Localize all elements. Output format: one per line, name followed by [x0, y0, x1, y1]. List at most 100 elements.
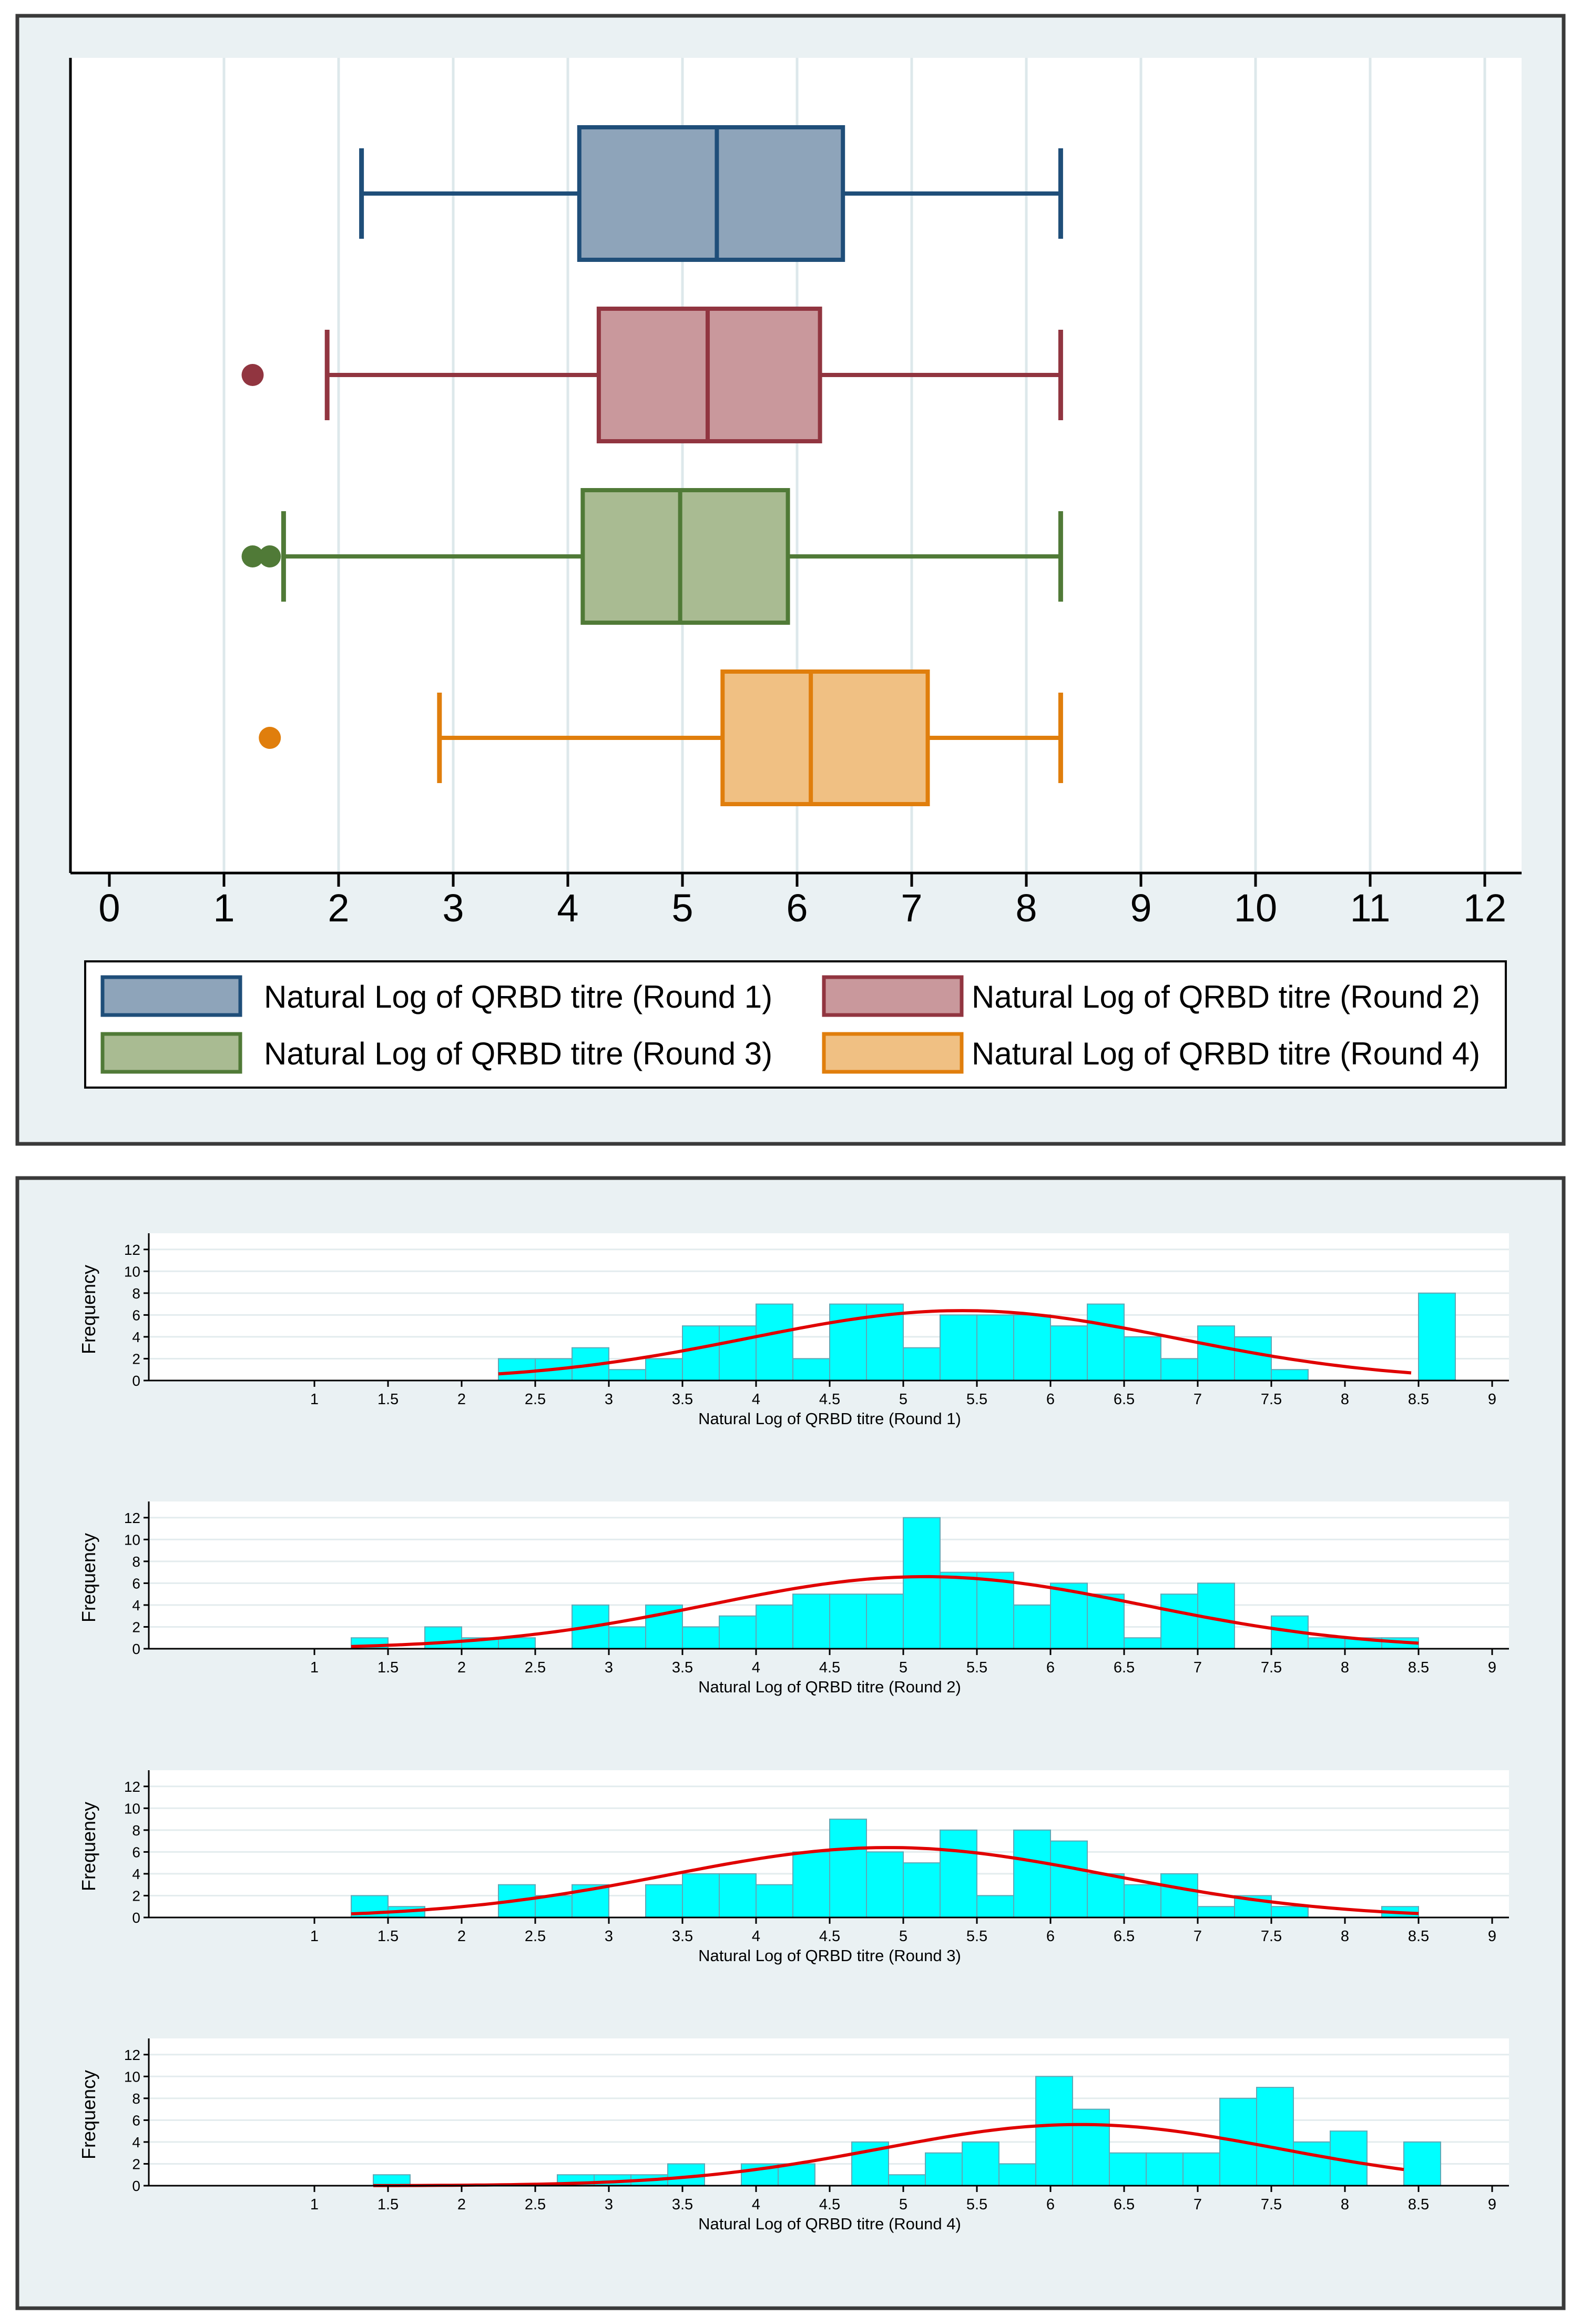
x-tick-label-4.5: 4.5 [819, 1659, 840, 1676]
histogram-bar [682, 1626, 720, 1649]
outlier-point [259, 545, 281, 567]
x-tick-label-9: 9 [1488, 1928, 1496, 1945]
legend-label-round-2: Natural Log of QRBD titre (Round 2) [972, 979, 1480, 1014]
x-tick-label-4.5: 4.5 [819, 1928, 840, 1945]
histogram-bar [608, 1369, 646, 1381]
box-series-round-3 [241, 488, 1063, 625]
x-tick-label-6.5: 6.5 [1114, 1928, 1135, 1945]
x-tick-label-5: 5 [899, 1928, 907, 1945]
histogram-bar [1072, 2108, 1110, 2187]
legend-label-round-4: Natural Log of QRBD titre (Round 4) [972, 1036, 1480, 1071]
iqr-box [720, 669, 930, 806]
y-tick-label-8: 8 [132, 1285, 140, 1302]
x-axis-title: Natural Log of QRBD titre (Round 1) [698, 1409, 961, 1428]
x-tick-label-1.5: 1.5 [378, 1391, 399, 1408]
x-tick-label-7: 7 [1194, 1659, 1202, 1676]
histogram-bar [829, 1819, 867, 1918]
x-tick-label-1.5: 1.5 [378, 1659, 399, 1676]
x-tick-label-8: 8 [1341, 1659, 1349, 1676]
y-tick-label-8: 8 [132, 2090, 140, 2107]
histogram-bar [1146, 2152, 1184, 2187]
x-tick-label-1.5: 1.5 [378, 1928, 399, 1945]
x-tick-label-2: 2 [457, 1659, 466, 1676]
iqr-box [577, 125, 845, 262]
histogram-bar [940, 1571, 977, 1650]
box-series-round-1 [359, 125, 1063, 262]
normal-density-curve [351, 1846, 1419, 1916]
x-tick-label-1: 1 [213, 886, 234, 930]
x-tick-label-2.5: 2.5 [525, 1659, 546, 1676]
legend-frame [84, 960, 1507, 1089]
x-tick-label-6.5: 6.5 [1114, 2196, 1135, 2213]
x-tick-label-4: 4 [752, 1928, 760, 1945]
histogram-bar [792, 1358, 830, 1381]
y-tick-label-0: 0 [132, 1641, 140, 1657]
histogram-bar [1403, 2141, 1441, 2187]
x-tick-label-3.5: 3.5 [672, 2196, 693, 2213]
histogram-bar [1087, 1594, 1125, 1649]
histogram-bar [976, 1571, 1014, 1650]
histogram-bar [645, 1358, 683, 1381]
histogram-bar [756, 1884, 793, 1919]
histogram-bar [792, 1594, 830, 1649]
y-tick-label-0: 0 [132, 2178, 140, 2194]
x-tick-label-8.5: 8.5 [1408, 1928, 1429, 1945]
y-axis-title: Frequency [78, 1533, 99, 1622]
histogram-bar [1271, 1906, 1309, 1918]
x-tick-label-8.5: 8.5 [1408, 1659, 1429, 1676]
normal-density-curve [373, 2123, 1404, 2187]
x-tick-label-5.5: 5.5 [966, 1928, 987, 1945]
histogram-round-2: 0 2 4 6 8 10 12 1 1.5 2 2.5 3 3.5 4 4.5 5 5.5 6 6.5 7 7.5 8 8.… [78, 1501, 1509, 1696]
histogram-bar [1293, 2141, 1331, 2187]
histogram-bar [608, 1626, 646, 1649]
x-tick-label-10: 10 [1234, 886, 1277, 930]
histogram-bar [1124, 1336, 1161, 1382]
histogram-bar [1013, 1829, 1051, 1919]
histogram-bar [1087, 1303, 1125, 1382]
x-tick-label-8: 8 [1341, 2196, 1349, 2213]
y-tick-label-4: 4 [132, 1329, 140, 1345]
histogram-bar [1013, 1314, 1051, 1381]
y-tick-label-12: 12 [124, 1242, 140, 1258]
x-tick-label-7.5: 7.5 [1261, 1928, 1282, 1945]
outlier-point [241, 364, 264, 386]
histogram-bar [866, 1851, 904, 1918]
x-tick-label-8.5: 8.5 [1408, 1391, 1429, 1408]
y-axis-title: Frequency [78, 2070, 99, 2159]
x-tick-label-7: 7 [901, 886, 922, 930]
y-tick-label-10: 10 [124, 1531, 140, 1548]
legend-label-round-1: Natural Log of QRBD titre (Round 1) [264, 979, 772, 1014]
x-tick-label-1: 1 [310, 2196, 319, 2213]
histogram-bar [682, 1325, 720, 1381]
y-tick-label-2: 2 [132, 2156, 140, 2172]
x-tick-label-2.5: 2.5 [525, 2196, 546, 2213]
histogram-bar [1013, 1604, 1051, 1650]
histogram-bar [1109, 2152, 1147, 2187]
y-tick-label-12: 12 [124, 1510, 140, 1526]
histogram-bar [1124, 1884, 1161, 1919]
x-tick-label-6.5: 6.5 [1114, 1659, 1135, 1676]
x-tick-label-4.5: 4.5 [819, 2196, 840, 2213]
y-tick-label-4: 4 [132, 1597, 140, 1613]
x-tick-label-8: 8 [1341, 1391, 1349, 1408]
y-tick-label-8: 8 [132, 1554, 140, 1570]
y-tick-label-6: 6 [132, 2112, 140, 2128]
legend-swatch-round-2 [822, 975, 964, 1017]
x-tick-label-3.5: 3.5 [672, 1928, 693, 1945]
y-tick-label-10: 10 [124, 1800, 140, 1816]
x-tick-label-7: 7 [1194, 1928, 1202, 1945]
x-tick-label-5.5: 5.5 [966, 1391, 987, 1408]
histogram-bar [1050, 1325, 1088, 1381]
x-tick-label-5.5: 5.5 [966, 2196, 987, 2213]
histogram-bar [1271, 1369, 1309, 1381]
outlier-point [241, 545, 264, 567]
histogram-round-1: 0 2 4 6 8 10 12 1 1.5 2 2.5 3 3.5 4 4.5 5 5.5 6 6.5 7 7.5 8 8.… [78, 1233, 1509, 1428]
y-tick-label-12: 12 [124, 1779, 140, 1795]
histogram-bar [1050, 1840, 1088, 1919]
histogram-bar [719, 1325, 757, 1381]
histogram-bar [1197, 1906, 1235, 1918]
x-tick-label-8.5: 8.5 [1408, 2196, 1429, 2213]
x-tick-label-6.5: 6.5 [1114, 1391, 1135, 1408]
histogram-bar [940, 1314, 977, 1381]
x-tick-label-8: 8 [1015, 886, 1037, 930]
